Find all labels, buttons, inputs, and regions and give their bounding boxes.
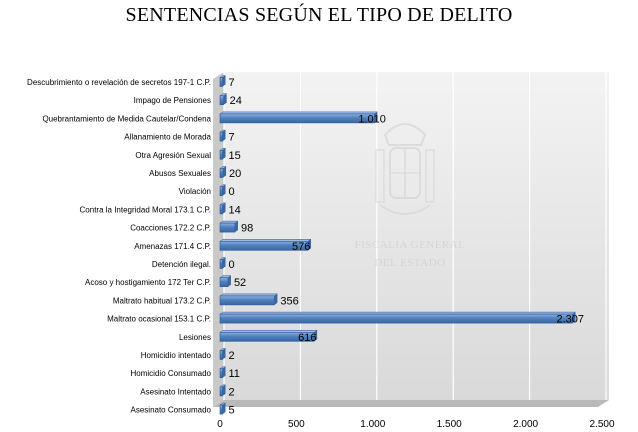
bar [219,330,318,342]
bar [219,202,227,215]
category-label: Homicidio Consumado [131,369,212,378]
chart-title: SENTENCIAS SEGÚN EL TIPO DE DELITO [125,4,513,26]
watermark-line-2: DEL ESTADO [374,257,445,269]
data-label: 2.307 [557,314,585,326]
bars [219,75,577,415]
watermark-line-1: FISCALIA GENERAL [355,239,466,251]
x-tick-label: 1.000 [360,419,385,430]
category-label: Maltrato habitual 173.2 C.P. [113,296,211,305]
category-label: Asesinato Intentado [140,387,211,396]
data-label: 20 [229,168,241,180]
x-tick-label: 2.000 [513,419,538,430]
category-label: Impago de Pensiones [134,96,211,105]
data-label: 5 [229,405,235,417]
bar [219,384,227,397]
x-axis-ticks: 0 500 1.000 1.500 2.000 2.500 [217,419,615,430]
data-label: 7 [229,132,235,144]
category-label: Quebrantamiento de Medida Cautelar/Conde… [42,114,211,123]
bar [219,348,227,360]
data-label: 356 [280,295,298,307]
x-tick-label: 0 [217,419,223,430]
data-label: 576 [292,241,310,253]
category-label: Descubrimiento o revelación de secretos … [27,78,211,87]
data-label: 2 [229,386,235,398]
bar [219,257,227,269]
category-label: Violación [179,187,211,196]
x-tick-label: 500 [288,419,305,430]
category-label: Detención ilegal. [152,260,211,269]
category-label: Homicidio intentado [141,351,212,360]
data-label: 52 [234,277,246,289]
bar [219,239,312,251]
bar [219,166,227,178]
data-label: 15 [229,150,241,162]
category-label: Maltrato ocasional 153.1 C.P. [107,315,211,324]
category-label: Asesinato Consumado [131,406,212,415]
category-label: Otra Agresión Sexual [135,151,211,160]
category-label: Abusos Sexuales [149,169,211,178]
bar [219,311,577,324]
bar [219,402,227,415]
gridlines [223,72,607,400]
coat-of-arms-watermark: FISCALIA GENERAL DEL ESTADO [355,123,466,269]
bar [219,220,239,233]
data-label: 14 [229,204,241,216]
data-label: 7 [229,77,235,89]
data-label: 98 [241,223,253,235]
category-labels: Descubrimiento o revelación de secretos … [27,78,212,415]
data-label: 11 [229,368,240,380]
x-tick-label: 2.500 [589,419,614,430]
category-label: Contra la Integridad Moral 173.1 C.P. [80,205,211,214]
category-label: Allanamiento de Morada [124,133,211,142]
category-label: Amenazas 171.4 C.P. [134,242,211,251]
bar [219,293,279,306]
bar [219,111,379,124]
bar [219,184,227,196]
category-label: Coacciones 172.2 C.P. [130,224,211,233]
data-label: 616 [298,332,316,344]
data-label: 0 [229,259,235,271]
plot-floor [213,400,609,407]
data-label: 24 [230,95,242,107]
bar [219,93,228,105]
bar [219,75,227,87]
bar [219,148,227,160]
bar [219,275,232,288]
category-label: Lesiones [179,333,211,342]
x-tick-label: 1.500 [437,419,462,430]
data-label: 1.010 [358,113,386,125]
data-label: 0 [229,186,235,198]
data-label: 2 [229,350,235,362]
bar [219,366,227,379]
bar [219,129,227,142]
category-label: Acoso y hostigamiento 172 Ter C.P. [85,278,211,287]
